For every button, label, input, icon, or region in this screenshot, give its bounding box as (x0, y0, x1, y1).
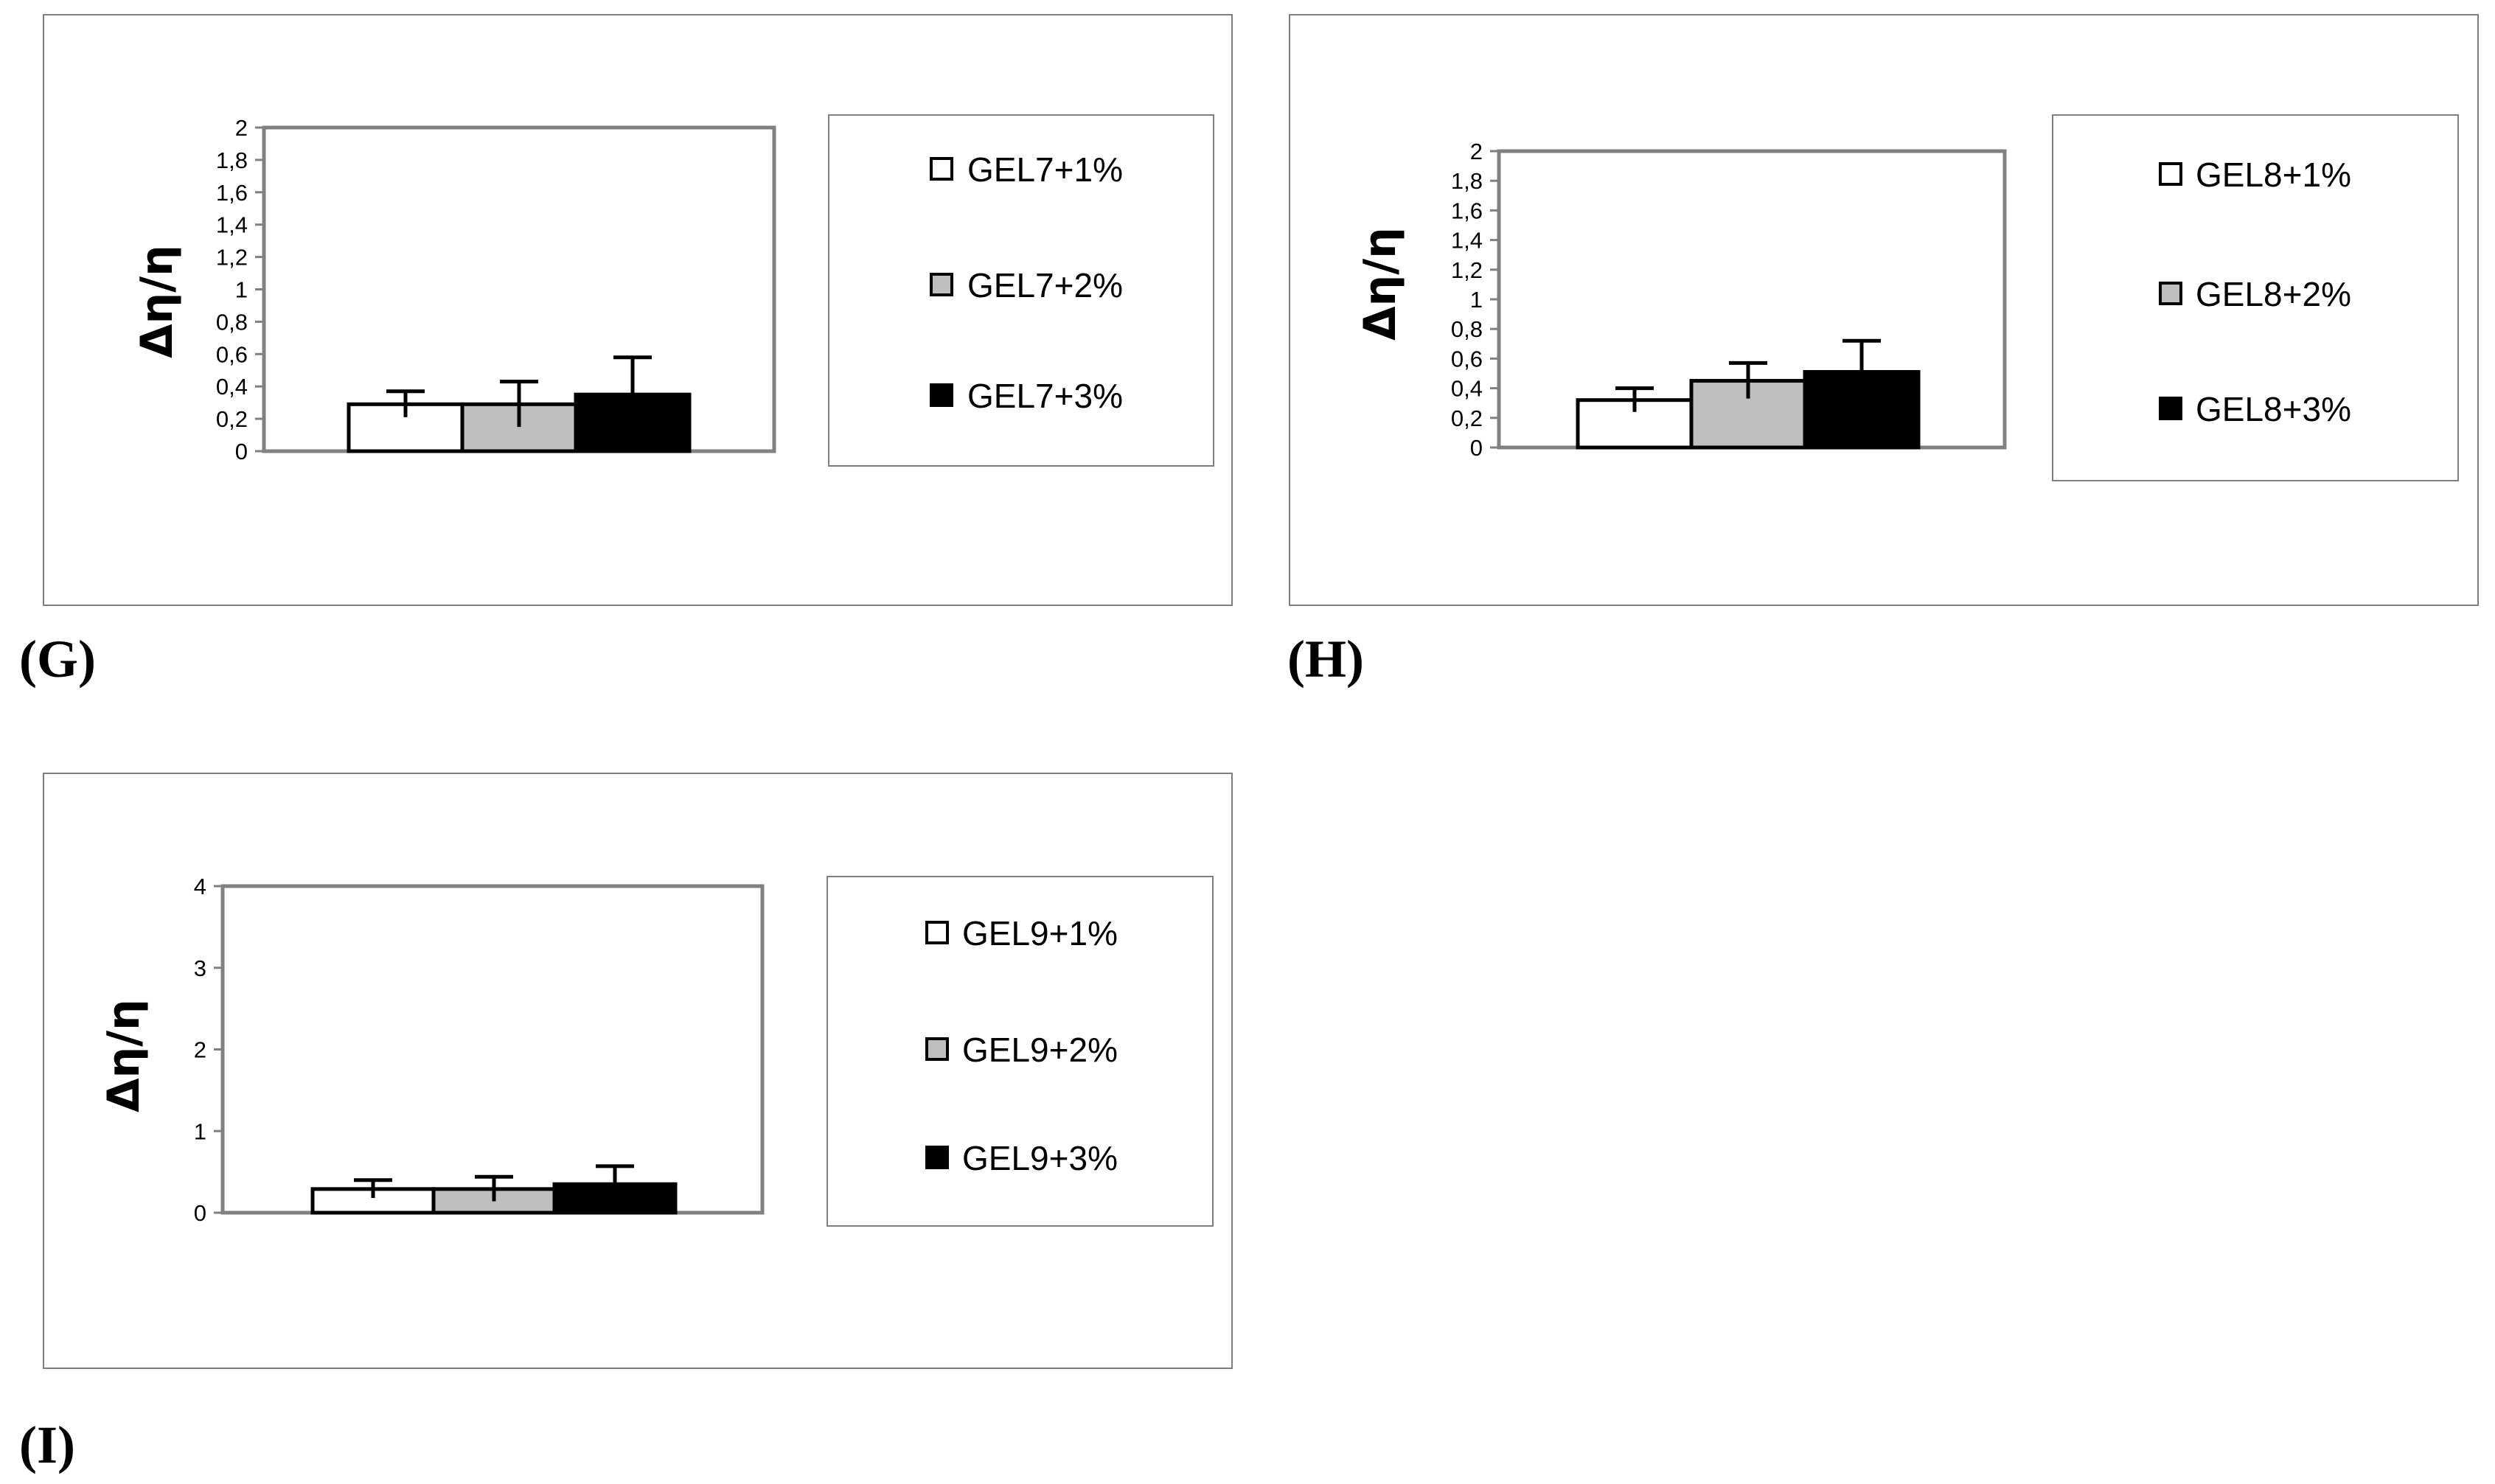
y-tick-label: 0,6 (1451, 346, 1483, 372)
y-axis-label: Δη/η (98, 999, 150, 1112)
legend-swatch (930, 383, 953, 407)
y-tick-label: 2 (194, 1037, 206, 1063)
legend-label: GEL7+1% (967, 150, 1123, 189)
y-tick-label: 1,4 (216, 212, 248, 238)
chart-panel-g: 0 0,2 0,4 0,6 0,8 1 1,2 1,4 1,6 1,8 2 Δη/η GEL7+1% GE… (43, 14, 1233, 606)
panel-label-i: (I) (19, 1415, 75, 1474)
legend-label: GEL9+2% (962, 1031, 1118, 1069)
y-tick-label: 1,8 (1451, 168, 1483, 194)
legend-label: GEL8+3% (2196, 390, 2351, 428)
legend-label: GEL9+1% (962, 914, 1118, 952)
plot-area (220, 884, 765, 1215)
legend-label: GEL8+2% (2196, 275, 2351, 313)
y-tick-label: 3 (194, 955, 206, 981)
legend-label: GEL7+2% (967, 266, 1123, 304)
y-tick-label: 1 (194, 1118, 206, 1144)
legend-swatch (925, 1146, 949, 1169)
y-tick-label: 1,2 (216, 245, 248, 271)
legend-swatch (925, 921, 949, 944)
legend-swatch (2159, 397, 2182, 420)
chart-panel-i: 0 1 2 3 4 Δη/η GEL9+1% GEL9+2% GEL9+3% (43, 773, 1233, 1369)
y-axis-label: Δη/η (131, 245, 183, 358)
y-tick-label: 0 (1470, 435, 1483, 461)
y-tick-label: 1,2 (1451, 257, 1483, 283)
y-tick-label: 2 (235, 115, 248, 141)
chart-h: 0 0,2 0,4 0,6 0,8 1 1,2 1,4 1,6 1,8 2 Δη/η GEL8+1% GE… (1289, 14, 2479, 606)
chart-i: 0 1 2 3 4 Δη/η GEL9+1% GEL9+2% GEL9+3% (43, 773, 1233, 1369)
y-tick-label: 1,4 (1451, 228, 1483, 254)
y-axis-label: Δη/η (1354, 227, 1406, 341)
y-tick-label: 0,4 (216, 374, 248, 400)
y-tick-label: 0 (235, 439, 248, 464)
legend-swatch (930, 157, 953, 181)
legend-swatch (2159, 162, 2182, 186)
y-tick-label: 1 (235, 277, 248, 303)
legend-box (827, 876, 1214, 1227)
y-tick-label: 0,4 (1451, 376, 1483, 402)
panel-label-h: (H) (1287, 630, 1364, 689)
panel-label-g: (G) (19, 630, 96, 689)
legend-swatch (2159, 282, 2182, 305)
y-tick-label: 0,2 (216, 406, 248, 432)
y-tick-label: 1,6 (216, 180, 248, 206)
legend-swatch (925, 1037, 949, 1061)
legend-label: GEL9+3% (962, 1139, 1118, 1177)
y-tick-label: 0,8 (216, 309, 248, 335)
y-tick-label: 4 (194, 874, 206, 899)
y-tick-label: 2 (1470, 139, 1483, 164)
legend-swatch (930, 273, 953, 296)
y-tick-label: 0,8 (1451, 316, 1483, 342)
legend-label: GEL7+3% (967, 377, 1123, 415)
y-tick-label: 1,6 (1451, 198, 1483, 223)
chart-panel-h: 0 0,2 0,4 0,6 0,8 1 1,2 1,4 1,6 1,8 2 Δη/η GEL8+1% GE… (1289, 14, 2479, 606)
y-tick-label: 0,6 (216, 341, 248, 367)
y-tick-label: 0 (194, 1200, 206, 1226)
chart-g: 0 0,2 0,4 0,6 0,8 1 1,2 1,4 1,6 1,8 2 Δη/η GEL7+1% GE… (43, 14, 1233, 606)
legend-box (828, 114, 1214, 467)
y-tick-label: 0,2 (1451, 405, 1483, 431)
y-tick-label: 1,8 (216, 147, 248, 173)
legend-box (2052, 114, 2459, 481)
y-tick-label: 1 (1470, 287, 1483, 313)
legend-label: GEL8+1% (2196, 156, 2351, 194)
